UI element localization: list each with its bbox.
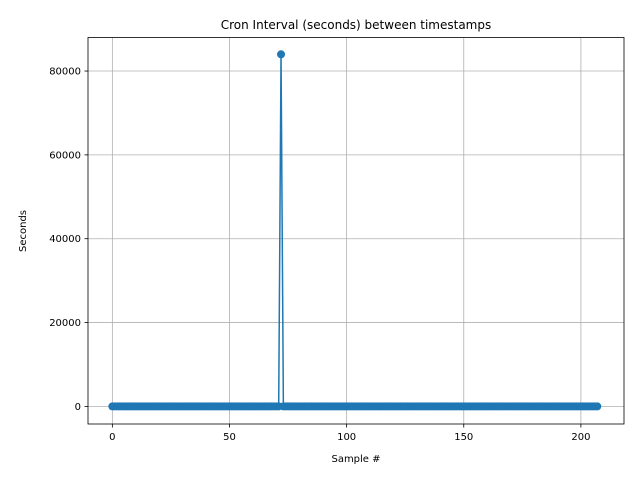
x-tick-label-3: 150 [454,432,473,443]
x-tick-label-1: 50 [223,432,236,443]
y-tick-label-4: 80000 [49,67,81,78]
x-tick-label-2: 100 [337,432,356,443]
y-tick-label-0: 0 [75,402,81,413]
chart-title: Cron Interval (seconds) between timestam… [221,18,492,32]
y-axis-label: Seconds [18,210,29,252]
y-tick-label-1: 20000 [49,318,81,329]
series-layer [108,50,602,411]
axes: 0 50 100 150 200 0 20000 40000 60000 80000 [49,37,625,443]
data-point-207 [593,402,602,411]
x-tick-label-4: 200 [571,432,590,443]
x-axis-label: Sample # [331,454,380,465]
data-point-72 [277,50,286,59]
x-tick-label-0: 0 [109,432,115,443]
y-tick-label-2: 40000 [49,234,81,245]
y-tick-label-3: 60000 [49,150,81,161]
plot-frame [87,37,625,425]
